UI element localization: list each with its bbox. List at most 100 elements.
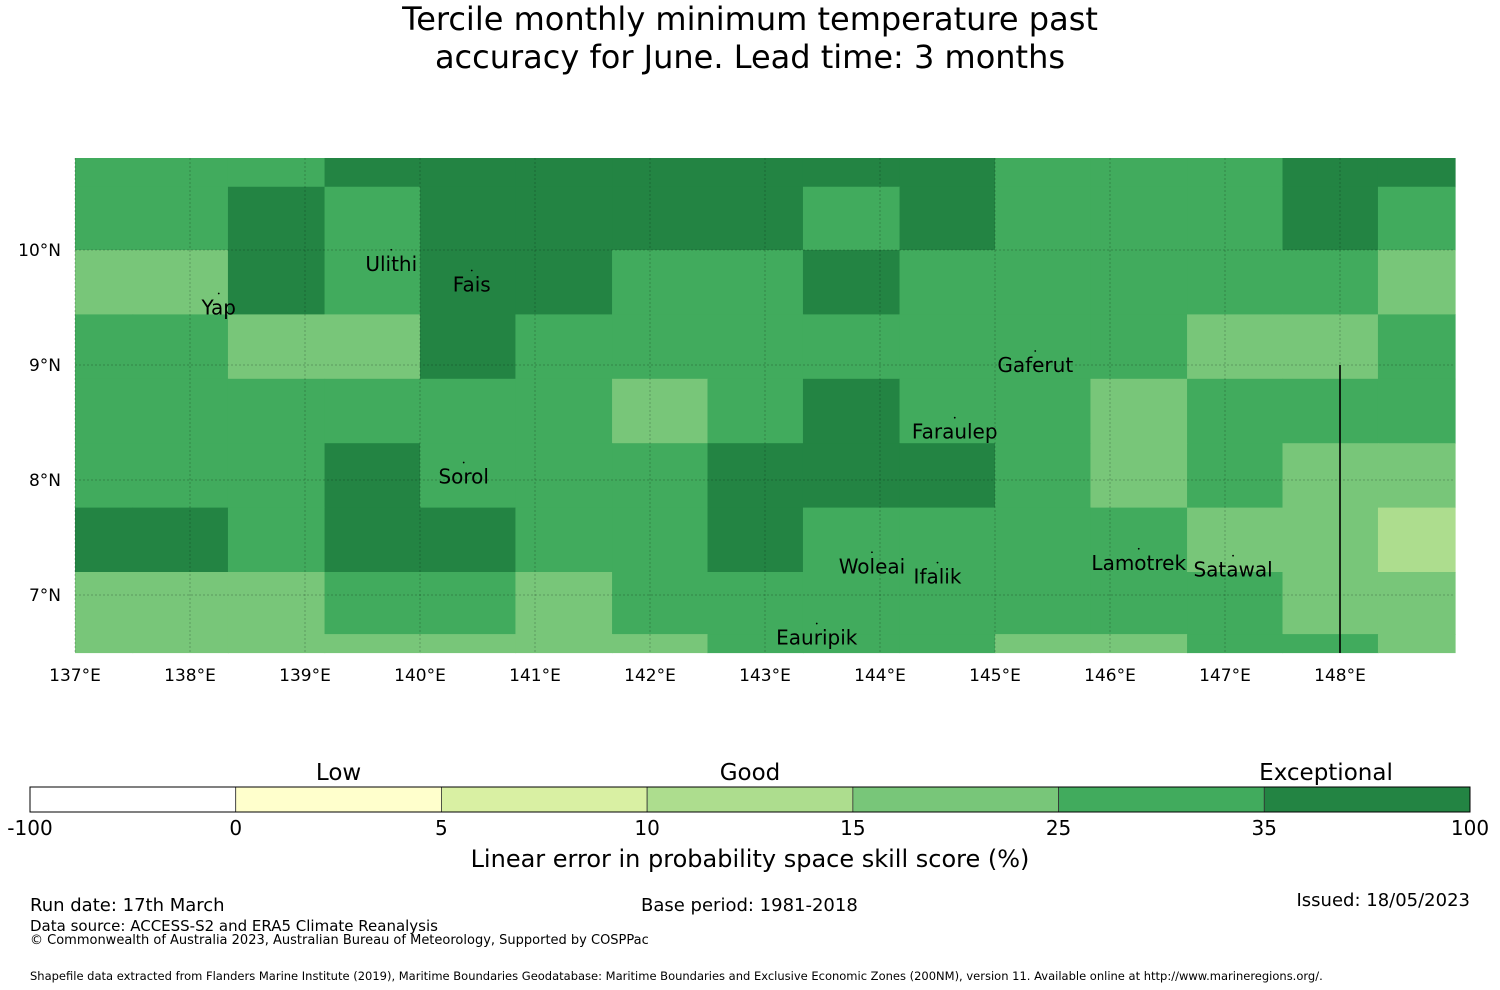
heatmap-cell xyxy=(75,634,134,654)
heatmap-cell xyxy=(707,158,804,188)
heatmap-cell xyxy=(227,314,326,380)
y-tick-label: 8°N xyxy=(29,471,61,491)
heatmap-cell xyxy=(995,634,1092,654)
heatmap-cell xyxy=(1090,314,1188,380)
heatmap-cell xyxy=(515,634,613,654)
colorbar-segment xyxy=(1263,786,1471,813)
heatmap-cell xyxy=(515,378,613,444)
heatmap-cell xyxy=(324,250,421,315)
heatmap-cell xyxy=(227,507,326,573)
colorbar-segment xyxy=(29,786,237,813)
heatmap-cell xyxy=(1187,378,1284,444)
island-label: Ifalik xyxy=(914,565,962,589)
heatmap-cell xyxy=(324,634,421,654)
heatmap-cell xyxy=(132,314,229,380)
heatmap-cell xyxy=(707,572,804,635)
heatmap-cells xyxy=(75,158,1456,654)
heatmap-cell xyxy=(1090,158,1188,188)
heatmap-cell xyxy=(420,443,517,509)
heatmap-cell xyxy=(132,186,229,251)
heatmap-cell xyxy=(420,158,517,188)
island-marker xyxy=(936,561,939,564)
x-tick-label: 140°E xyxy=(394,666,446,686)
heatmap-cell xyxy=(1187,572,1284,635)
colorbar-segment xyxy=(1058,786,1265,813)
heatmap-cell xyxy=(75,507,134,573)
heatmap-cell xyxy=(612,378,709,444)
island-marker xyxy=(953,416,956,419)
heatmap-cell xyxy=(802,378,901,444)
heatmap-cell xyxy=(420,572,517,635)
heatmap-cell xyxy=(1090,378,1188,444)
heatmap-cell xyxy=(515,314,613,380)
x-tick-label: 141°E xyxy=(509,666,561,686)
heatmap-cell xyxy=(1377,250,1456,315)
heatmap-cell xyxy=(515,507,613,573)
island-label: Faraulep xyxy=(912,420,998,444)
heatmap-cell xyxy=(899,186,996,251)
colorbar-tick-label: 5 xyxy=(435,816,448,840)
heatmap-cell xyxy=(707,250,804,315)
heatmap-cell xyxy=(75,443,134,509)
heatmap-cell xyxy=(420,378,517,444)
colorbar-tick-label: 100 xyxy=(1450,816,1490,840)
heatmap-cell xyxy=(132,507,229,573)
heatmap-cell xyxy=(132,378,229,444)
heatmap-cell xyxy=(420,186,517,251)
skill-score-map: 137°E 138°E 139°E 140°E 141°E 142°E 143°E 144°E… xyxy=(18,158,1471,813)
x-tick-label: 137°E xyxy=(49,666,101,686)
copyright-notice: © Commonwealth of Australia 2023, Austra… xyxy=(30,933,649,948)
run-date: Run date: 17th March xyxy=(30,895,225,916)
heatmap-cell xyxy=(420,250,517,315)
heatmap-cell xyxy=(420,634,517,654)
heatmap-cell xyxy=(612,250,709,315)
heatmap-cell xyxy=(1187,250,1284,315)
x-tick-label: 143°E xyxy=(739,666,791,686)
heatmap-cell xyxy=(1187,314,1284,380)
colorbar-tick-label: -100 xyxy=(7,816,53,840)
heatmap-cell xyxy=(420,507,517,573)
heatmap-cell xyxy=(995,378,1092,444)
heatmap-cell xyxy=(612,634,709,654)
heatmap-cell xyxy=(1282,443,1379,509)
heatmap-cell xyxy=(802,250,901,315)
heatmap-cell xyxy=(75,158,134,188)
heatmap-cell xyxy=(1377,378,1456,444)
heatmap-cell xyxy=(899,634,996,654)
heatmap-cell xyxy=(324,186,421,251)
island-marker xyxy=(815,622,818,625)
heatmap-cell xyxy=(1090,507,1188,573)
heatmap-cell xyxy=(1377,186,1456,251)
heatmap-cell xyxy=(899,250,996,315)
colorbar-segment xyxy=(235,786,442,813)
heatmap-cell xyxy=(227,250,326,315)
heatmap-cell xyxy=(132,572,229,635)
y-tick-label: 7°N xyxy=(29,586,61,606)
x-tick-label: 138°E xyxy=(164,666,216,686)
heatmap-cell xyxy=(995,572,1092,635)
heatmap-cell xyxy=(75,314,134,380)
data-source: Data source: ACCESS-S2 and ERA5 Climate … xyxy=(30,917,438,935)
heatmap-cell xyxy=(132,634,229,654)
x-tick-label: 142°E xyxy=(624,666,676,686)
heatmap-cell xyxy=(612,443,709,509)
x-tick-label: 144°E xyxy=(854,666,906,686)
island-label: Gaferut xyxy=(997,353,1073,377)
colorbar-category-label: Good xyxy=(719,760,781,786)
heatmap-cell xyxy=(1377,572,1456,635)
heatmap-cell xyxy=(707,443,804,509)
island-marker xyxy=(1232,554,1234,557)
heatmap-cell xyxy=(227,186,326,251)
heatmap-cell xyxy=(1282,572,1379,635)
issued-date: Issued: 18/05/2023 xyxy=(1296,890,1470,911)
heatmap-cell xyxy=(227,158,326,188)
heatmap-cell xyxy=(1282,186,1379,251)
heatmap-cell xyxy=(707,507,804,573)
heatmap-cell xyxy=(612,314,709,380)
heatmap-cell xyxy=(899,378,996,444)
heatmap-cell xyxy=(515,443,613,509)
heatmap-cell xyxy=(612,158,709,188)
island-label: Yap xyxy=(201,296,236,320)
island-marker xyxy=(390,248,393,251)
colorbar-segment xyxy=(441,786,648,813)
